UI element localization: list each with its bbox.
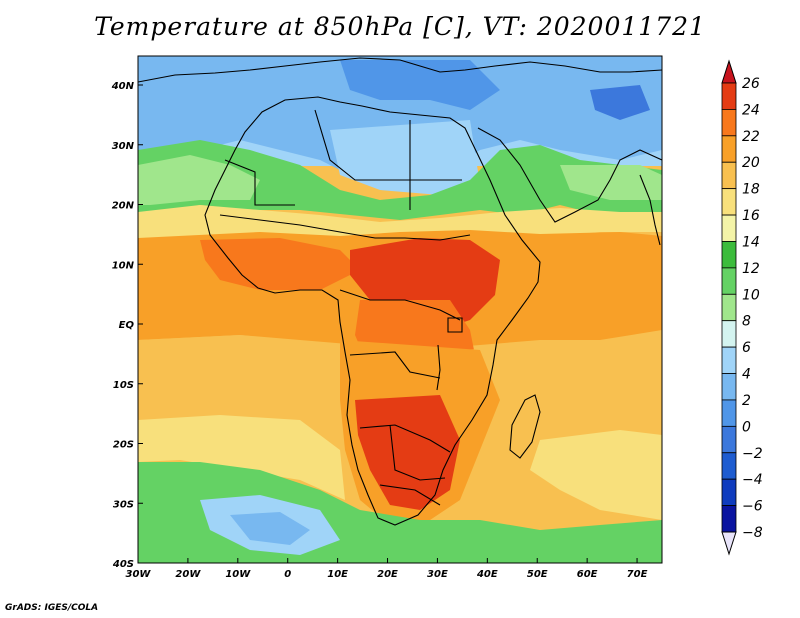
colorbar-swatch xyxy=(721,478,737,506)
y-tick-label: 20N xyxy=(112,201,135,212)
colorbar-swatch xyxy=(721,135,737,163)
x-tick-label: 20W xyxy=(175,569,201,580)
border-congo xyxy=(349,351,441,379)
colorbar-swatch xyxy=(721,452,737,480)
colorbar-label: 6 xyxy=(742,340,751,356)
x-tick-label: 10E xyxy=(327,569,348,580)
field-dark-orange-west xyxy=(200,238,360,290)
x-axis: 30W 20W 10W 0 10E 20E 30E 40E 50E 60E 70E xyxy=(126,558,648,580)
field-cold-pocket-east xyxy=(590,85,650,120)
colorbar-swatch xyxy=(721,346,737,374)
colorbar-label: 16 xyxy=(742,208,760,224)
x-tick-label: 0 xyxy=(284,569,291,580)
colorbar-label: 26 xyxy=(742,76,760,92)
africa-coastline xyxy=(138,57,662,526)
x-tick-label: 40E xyxy=(476,569,498,580)
y-tick-label: 20S xyxy=(113,440,134,451)
field-red-south xyxy=(355,395,460,510)
x-tick-label: 30E xyxy=(427,569,448,580)
colorbar-label: 12 xyxy=(742,261,760,277)
border-sahara-west xyxy=(224,159,295,206)
y-tick-label: 30S xyxy=(113,499,134,510)
colorbar-swatch xyxy=(721,293,737,322)
field-cold-north xyxy=(138,56,662,185)
colorbar-swatch xyxy=(721,399,737,427)
x-tick-label: 10W xyxy=(225,569,251,580)
field-green-light-east xyxy=(560,165,662,200)
colorbar-label: −6 xyxy=(742,499,763,515)
field-cold-deep-north xyxy=(340,60,500,110)
colorbar-label: 2 xyxy=(742,393,751,409)
border-southern-africa xyxy=(359,424,451,453)
colorbar-label: −8 xyxy=(742,525,763,541)
y-tick-label: 40S xyxy=(112,559,134,570)
border-egypt-sudan xyxy=(409,120,462,181)
colorbar-swatch xyxy=(721,241,737,269)
field-cold-south xyxy=(230,512,310,545)
colorbar-label: −2 xyxy=(742,446,763,462)
footer-credit: GrADS: IGES/COLA xyxy=(5,603,99,613)
colorbar-swatch xyxy=(721,214,737,242)
field-yellow-indian xyxy=(530,430,662,520)
y-tick-label: 10S xyxy=(113,380,134,391)
colorbar-label: 8 xyxy=(742,314,751,330)
colorbar-swatch xyxy=(721,109,737,137)
y-tick-label: 30N xyxy=(112,141,135,152)
y-tick-label: 10N xyxy=(112,260,135,271)
map-title: Temperature at 850hPa [C], VT: 202001172… xyxy=(94,12,706,41)
border-algeria-libya xyxy=(314,109,411,210)
colorbar-label: 10 xyxy=(742,287,760,303)
field-cool-sahara xyxy=(330,120,480,195)
colorbar-swatch xyxy=(721,505,737,533)
border-namibia-botswana xyxy=(389,424,446,481)
colorbar-swatch xyxy=(721,425,737,454)
coastline-arabia xyxy=(477,127,662,223)
colorbar-label: −4 xyxy=(742,472,763,488)
map-frame xyxy=(137,55,663,564)
coastline-africa xyxy=(204,96,541,526)
field-green-light-west xyxy=(138,155,260,205)
colorbar-swatch xyxy=(721,161,737,190)
x-tick-label: 70E xyxy=(627,569,648,580)
field-green-band-north xyxy=(138,140,662,220)
coastline-india xyxy=(639,174,661,246)
colorbar-swatch xyxy=(721,320,737,348)
x-tick-label: 60E xyxy=(577,569,598,580)
colorbar-swatch xyxy=(721,82,737,110)
y-tick-label: 40N xyxy=(111,81,135,92)
border-sahel xyxy=(219,214,471,241)
coastline-madagascar xyxy=(509,394,541,459)
colorbar-label: 0 xyxy=(742,419,751,435)
colorbar-bottom-arrow xyxy=(721,531,737,556)
colorbar-label: 18 xyxy=(742,182,760,198)
lake-victoria xyxy=(447,317,463,333)
border-central-africa xyxy=(339,289,461,321)
colorbar-label: 14 xyxy=(742,234,760,250)
y-tick-label: EQ xyxy=(119,320,135,331)
coastline-europe xyxy=(138,57,662,83)
x-tick-label: 20E xyxy=(377,569,398,580)
colorbar-label: 24 xyxy=(742,102,760,118)
lake-tanganyika xyxy=(436,344,441,391)
border-south-africa xyxy=(379,484,441,506)
colorbar-label: 20 xyxy=(742,155,760,171)
colorbar-top-arrow xyxy=(721,59,737,84)
field-yellow-south-atlantic xyxy=(138,415,345,500)
colorbar-swatch xyxy=(721,267,737,295)
colorbar-label: 4 xyxy=(742,367,751,383)
colorbar-label: 22 xyxy=(742,129,760,145)
y-axis: 40N 30N 20N 10N EQ 10S 20S 30S 40S xyxy=(111,81,143,570)
colorbar-swatch xyxy=(721,188,737,216)
x-tick-label: 50E xyxy=(527,569,548,580)
temperature-field xyxy=(138,56,662,563)
colorbar-swatch xyxy=(721,373,737,401)
x-tick-label: 30W xyxy=(126,569,152,580)
